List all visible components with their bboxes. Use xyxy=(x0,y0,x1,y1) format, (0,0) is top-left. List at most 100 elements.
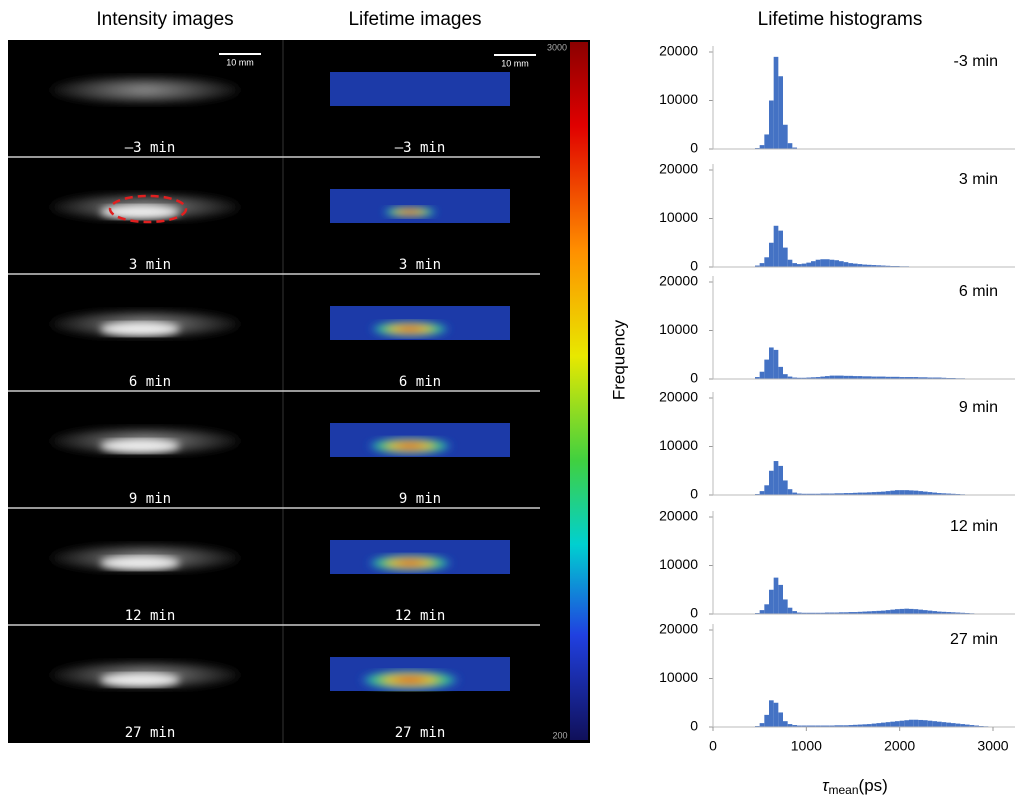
y-tick-label: 20000 xyxy=(659,161,698,177)
image-label: 9 min xyxy=(129,491,171,507)
histogram-bar xyxy=(839,725,844,727)
histogram-bar xyxy=(951,612,956,614)
histogram-bar xyxy=(941,611,947,614)
x-axis-label: τmean(ps) xyxy=(822,776,888,797)
histogram-bar xyxy=(857,264,863,267)
y-tick-label: 20000 xyxy=(659,508,698,524)
histogram-bar xyxy=(848,725,853,727)
histogram-bar xyxy=(941,722,947,727)
histogram-bar xyxy=(820,725,825,727)
histogram-bar xyxy=(932,721,937,727)
histogram-bar xyxy=(801,377,807,379)
histogram-bar xyxy=(769,470,774,495)
histogram-bar xyxy=(811,261,816,267)
histogram-bar xyxy=(862,611,867,614)
histogram-bar xyxy=(853,724,858,727)
histogram-bar xyxy=(783,599,788,614)
histogram-bar xyxy=(815,725,821,727)
scale-bar-label: 10 mm xyxy=(226,57,254,67)
histogram-bar xyxy=(764,714,769,727)
scale-bar-label: 10 mm xyxy=(501,58,529,68)
histogram-bar xyxy=(871,376,877,379)
histogram-bar xyxy=(871,723,877,727)
histogram-bar xyxy=(759,723,765,727)
image-label: –3 min xyxy=(125,140,176,156)
histogram-bar xyxy=(764,604,769,614)
histogram-bar xyxy=(815,259,821,267)
histogram-bar xyxy=(815,493,821,495)
y-tick-label: 10000 xyxy=(659,556,698,572)
histogram-bar xyxy=(783,374,788,379)
histogram-bar xyxy=(885,491,891,495)
histogram-bar xyxy=(885,265,891,267)
histogram-bar xyxy=(755,377,760,379)
histogram-bar xyxy=(909,377,914,379)
histogram-bar xyxy=(881,610,886,614)
histogram-bar xyxy=(797,612,802,614)
column-title: Lifetime images xyxy=(348,9,481,30)
lifetime-image xyxy=(330,189,510,223)
histogram-bar xyxy=(792,725,797,727)
histogram-bar xyxy=(843,725,849,727)
histogram-bar xyxy=(759,263,765,267)
histogram-bar xyxy=(890,721,895,727)
histogram-bar xyxy=(769,700,774,727)
x-tick-label: 1000 xyxy=(791,738,822,754)
histogram-bar xyxy=(918,719,923,727)
histogram-bar xyxy=(815,377,821,379)
histogram-bar xyxy=(806,612,811,614)
histogram-bar xyxy=(778,465,783,495)
y-axis-label: Frequency xyxy=(609,319,628,400)
histogram-bar xyxy=(923,610,928,614)
histogram-bar xyxy=(773,56,779,149)
histogram-bar xyxy=(871,265,877,267)
histogram-bar xyxy=(932,611,937,614)
histogram-bar xyxy=(759,610,765,614)
histogram-bar xyxy=(764,134,769,149)
histogram-bar xyxy=(885,376,891,379)
histogram-bar xyxy=(834,493,839,495)
histogram-bar xyxy=(867,724,872,727)
histogram-bar xyxy=(853,376,858,379)
histogram-bar xyxy=(937,721,942,727)
histogram-bar xyxy=(974,725,979,727)
y-tick-label: 10000 xyxy=(659,91,698,107)
histogram-bar xyxy=(778,712,783,727)
lifetime-hotspot xyxy=(360,670,460,690)
histogram-bar xyxy=(820,259,825,267)
lifetime-hotspot xyxy=(370,321,450,337)
histogram-bar xyxy=(876,376,881,379)
x-tick-label: 2000 xyxy=(884,738,915,754)
histogram-bar xyxy=(853,263,858,267)
histogram-bar xyxy=(811,725,816,727)
histogram-bar xyxy=(895,609,900,614)
y-tick-label: 20000 xyxy=(659,43,698,59)
histogram-bar xyxy=(895,721,900,727)
image-label: 3 min xyxy=(399,257,441,273)
histogram-bar xyxy=(825,612,830,614)
histogram-bar xyxy=(923,491,928,495)
x-label-sub: mean xyxy=(829,783,859,797)
histogram-bar xyxy=(955,723,961,727)
image-label: –3 min xyxy=(395,140,446,156)
histogram-bar xyxy=(881,491,886,495)
histogram-bar xyxy=(834,260,839,267)
panel-label: 27 min xyxy=(950,631,998,648)
image-label: 6 min xyxy=(399,374,441,390)
histogram-bar xyxy=(955,612,961,614)
histogram-bar xyxy=(918,377,923,379)
histogram-bar xyxy=(885,722,891,727)
histogram-bar xyxy=(862,724,867,727)
histogram-bar xyxy=(881,265,886,267)
histogram-bar xyxy=(764,257,769,267)
histogram-bar xyxy=(778,230,783,267)
histogram-bar xyxy=(801,263,807,267)
histogram-bar xyxy=(806,725,811,727)
histogram-bar xyxy=(895,490,900,495)
histogram-bar xyxy=(769,347,774,379)
histogram-bar xyxy=(787,724,793,727)
histogram-bar xyxy=(853,612,858,614)
histogram-bar xyxy=(787,259,793,267)
histogram-bar xyxy=(941,493,947,495)
